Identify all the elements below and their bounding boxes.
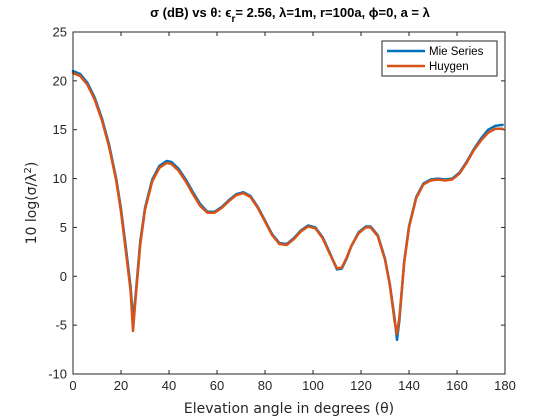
y-tick-label: -10 (48, 367, 67, 382)
x-tick-label: 100 (302, 378, 324, 393)
y-tick-label: 20 (53, 73, 67, 88)
x-tick-label: 60 (210, 378, 224, 393)
y-tick-label: 5 (60, 220, 67, 235)
x-tick-label: 160 (446, 378, 468, 393)
x-tick-label: 20 (114, 378, 128, 393)
y-axis-label: 10 log(σ/λ2) (23, 162, 40, 245)
y-tick-label: 0 (60, 269, 67, 284)
legend: Mie Series Huygen (382, 41, 497, 76)
y-tick-label: 25 (53, 25, 67, 40)
x-tick-label: 140 (398, 378, 420, 393)
x-tick-label: 120 (350, 378, 372, 393)
plot-area (73, 32, 505, 374)
x-axis-label: Elevation angle in degrees (θ) (184, 401, 394, 417)
x-tick-label: 80 (258, 378, 272, 393)
legend-label-huygen: Huygen (429, 61, 469, 73)
x-tick-label: 180 (494, 378, 516, 393)
legend-label-mie-series: Mie Series (429, 46, 484, 58)
x-tick-label: 40 (162, 378, 176, 393)
y-tick-label: 15 (53, 122, 67, 137)
y-tick-label: -5 (55, 318, 67, 333)
y-tick-label: 10 (53, 171, 67, 186)
x-tick-label: 0 (69, 378, 76, 393)
